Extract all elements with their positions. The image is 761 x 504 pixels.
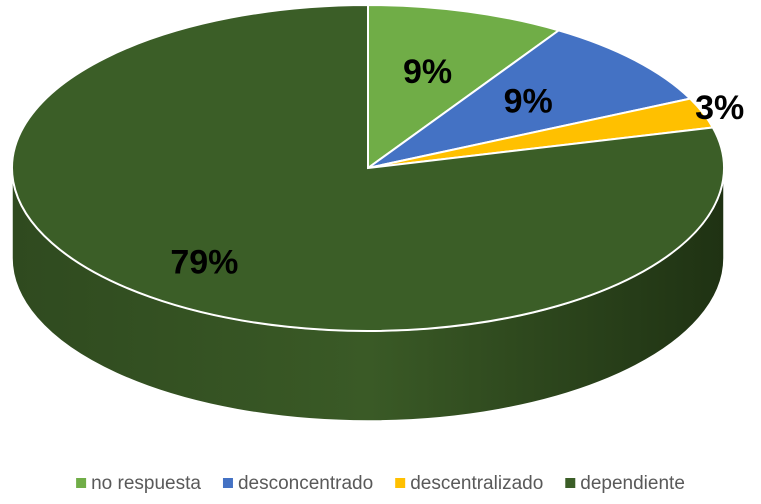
legend-swatch (395, 478, 406, 488)
legend-swatch (565, 478, 576, 488)
value-label: 9% (504, 82, 553, 120)
value-label: 3% (695, 89, 744, 127)
legend-swatch (76, 478, 87, 488)
pie-slice (367, 3, 562, 170)
legend-label: dependiente (580, 473, 685, 494)
legend-label: desconcentrado (238, 473, 373, 494)
pie-slice (11, 3, 725, 332)
value-label: 9% (403, 53, 452, 91)
legend-swatch (222, 478, 233, 488)
legend-label: no respuesta (91, 473, 201, 494)
legend-label: descentralizado (410, 473, 543, 494)
value-label: 79% (170, 244, 238, 282)
pie-slice (367, 29, 693, 169)
